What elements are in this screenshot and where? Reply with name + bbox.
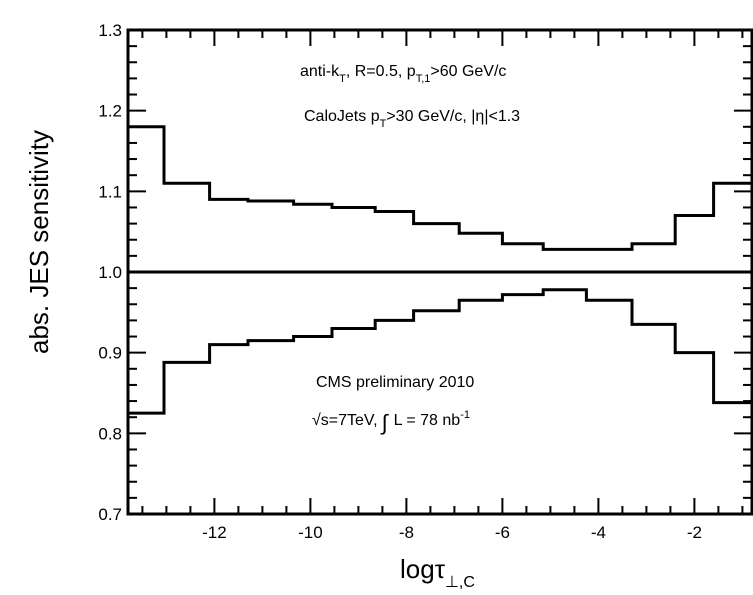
x-tick-labels: -12 -10 -8 -6 -4 -2 [202, 523, 702, 542]
y-tick-label: 0.9 [98, 344, 122, 363]
x-tick-label: -10 [298, 523, 323, 542]
annotation-cms: CMS preliminary 2010 [316, 374, 474, 391]
y-tick-label: 1.3 [98, 21, 122, 40]
y-tick-label: 1.0 [98, 263, 122, 282]
series-group [128, 125, 753, 415]
series-line-1 [128, 125, 753, 251]
y-tick-labels: 0.7 0.8 0.9 1.0 1.1 1.2 1.3 [98, 21, 122, 524]
x-tick-label: -8 [399, 523, 414, 542]
x-tick-label: -6 [495, 523, 510, 542]
x-axis-title: logτ⊥,C [400, 554, 475, 591]
series-line-2 [128, 288, 752, 415]
y-axis-title: abs. JES sensitivity [24, 130, 54, 354]
annotation-calojets: CaloJets pT>30 GeV/c, |η|<1.3 [304, 108, 520, 130]
x-tick-label: -4 [591, 523, 606, 542]
y-tick-label: 0.8 [98, 424, 122, 443]
x-tick-label: -12 [202, 523, 227, 542]
annotation-lumi: √s=7TeV, ∫ L = 78 nb-1 [312, 409, 470, 435]
annotation-algo: anti-kT, R=0.5, pT,1>60 GeV/c [300, 63, 506, 85]
y-tick-label: 1.1 [98, 182, 122, 201]
x-tick-label: -2 [687, 523, 702, 542]
y-tick-label: 1.2 [98, 102, 122, 121]
y-tick-label: 0.7 [98, 505, 122, 524]
